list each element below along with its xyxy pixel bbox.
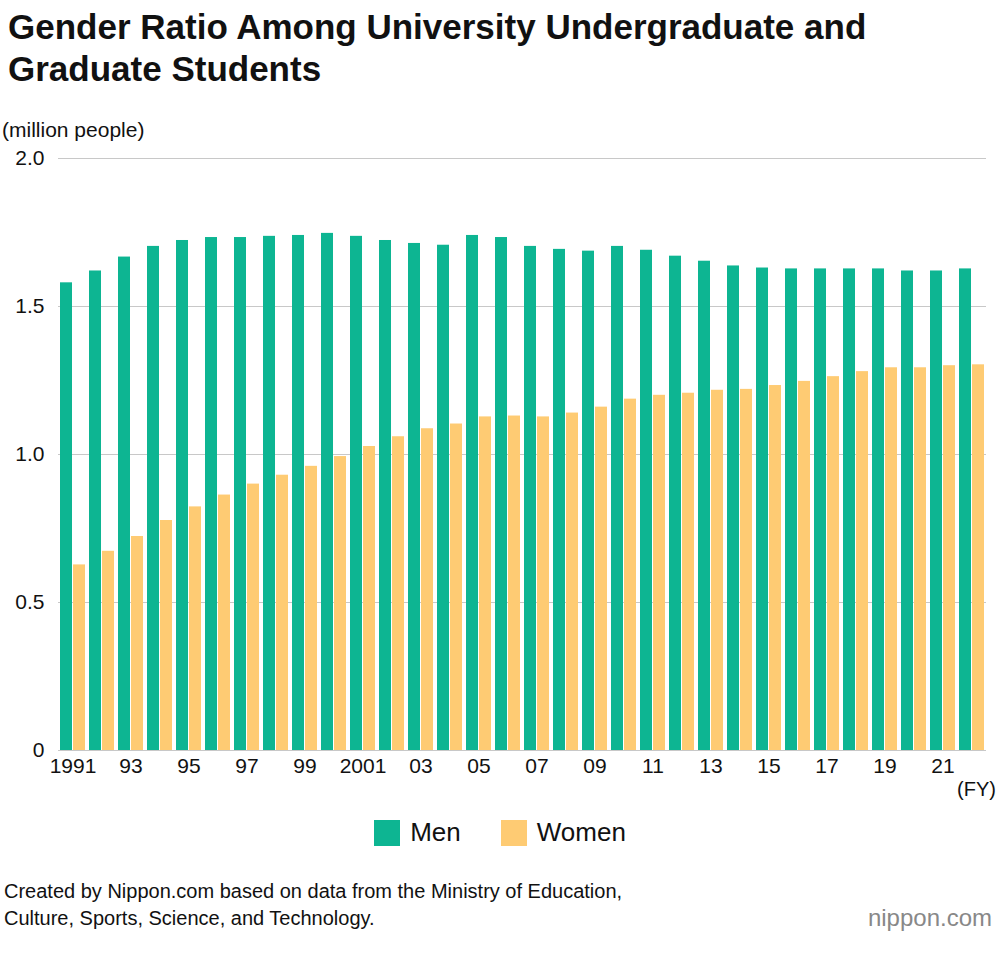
svg-text:0: 0: [33, 738, 45, 761]
svg-text:0.5: 0.5: [15, 590, 44, 613]
svg-text:93: 93: [119, 754, 142, 777]
html-text:Women: Women: [536, 817, 626, 847]
svg-text:07: 07: [525, 754, 548, 777]
svg-text:09: 09: [583, 754, 606, 777]
svg-text:2.0: 2.0: [15, 146, 44, 169]
html-text:(FY): (FY): [957, 778, 996, 800]
svg-text:05: 05: [467, 754, 490, 777]
svg-text:2001: 2001: [340, 754, 387, 777]
svg-text:11: 11: [642, 754, 664, 777]
html-text:Created by Nippon.com based on: Created by Nippon.com based on data from…: [4, 880, 623, 929]
svg-text:13: 13: [699, 754, 722, 777]
html-text:(million people): (million people): [2, 118, 145, 141]
svg-text:97: 97: [235, 754, 258, 777]
html-text:Gender Ratio Among University: Gender Ratio Among University Undergradu…: [8, 7, 867, 88]
svg-text:1.0: 1.0: [15, 442, 44, 465]
svg-text:15: 15: [757, 754, 780, 777]
svg-text:1991: 1991: [50, 754, 97, 777]
svg-text:95: 95: [177, 754, 200, 777]
html-text:Men: Men: [410, 817, 461, 847]
svg-text:1.5: 1.5: [15, 294, 44, 317]
svg-text:99: 99: [293, 754, 316, 777]
svg-text:17: 17: [815, 754, 838, 777]
svg-text:21: 21: [931, 754, 954, 777]
html-text:nippon.com: nippon.com: [867, 904, 992, 931]
svg-text:19: 19: [873, 754, 896, 777]
svg-text:03: 03: [409, 754, 432, 777]
